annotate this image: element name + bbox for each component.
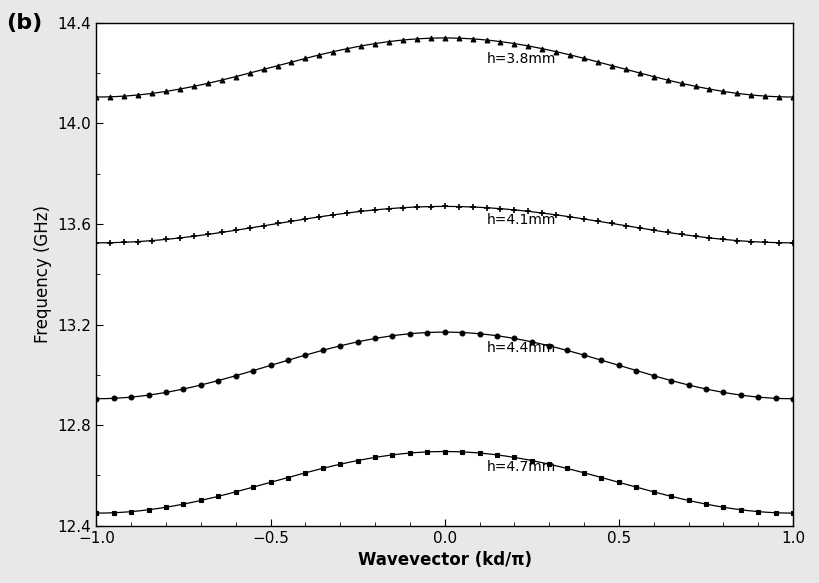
Y-axis label: Frequency (GHz): Frequency (GHz) bbox=[34, 205, 52, 343]
Text: (b): (b) bbox=[6, 13, 42, 33]
X-axis label: Wavevector (kd/π): Wavevector (kd/π) bbox=[358, 551, 532, 569]
Text: h=4.4mm: h=4.4mm bbox=[486, 342, 556, 356]
Text: h=4.1mm: h=4.1mm bbox=[486, 213, 556, 227]
Text: h=3.8mm: h=3.8mm bbox=[486, 52, 556, 66]
Text: h=4.7mm: h=4.7mm bbox=[486, 459, 556, 473]
